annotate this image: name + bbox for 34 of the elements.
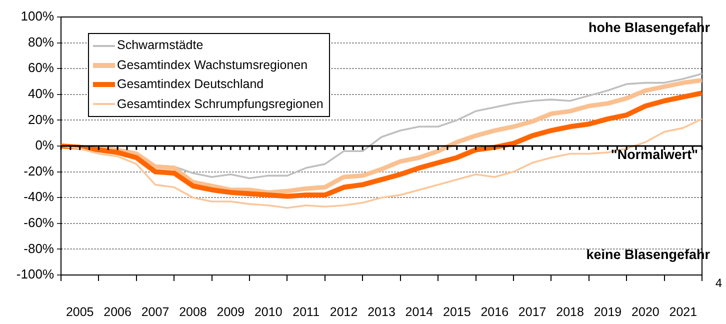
x-tick-label: 2005 xyxy=(66,304,94,319)
x-tick-label: 2019 xyxy=(594,304,622,319)
y-tick-label: 80% xyxy=(28,34,54,50)
x-tick-label: 2014 xyxy=(405,304,434,319)
legend-label: Schwarmstädte xyxy=(117,37,204,54)
y-tick-label: -40% xyxy=(24,189,54,204)
x-tick-label: 2012 xyxy=(330,304,358,319)
x-tick-label: 2018 xyxy=(556,304,584,319)
x-tick-label: 2015 xyxy=(443,304,471,319)
y-tick-label: -100% xyxy=(16,266,54,282)
x-tick-label: 2013 xyxy=(368,304,396,319)
y-tick-label: 0% xyxy=(35,138,54,153)
x-tick-label: 2007 xyxy=(141,304,170,319)
x-tick-label: 2017 xyxy=(518,304,546,319)
y-tick-label: -60% xyxy=(24,214,54,230)
x-tick-label: 2006 xyxy=(104,304,132,319)
x-tick-label: 2011 xyxy=(292,304,320,319)
x-tick-label: 2021 xyxy=(669,304,698,319)
legend-label: Gesamtindex Deutschland xyxy=(117,76,264,93)
y-tick-label: -80% xyxy=(24,240,54,256)
text: 4 xyxy=(715,276,722,290)
y-tick-label: 60% xyxy=(28,60,54,76)
x-tick-label: 2009 xyxy=(216,304,245,319)
y-tick-label: -20% xyxy=(24,163,54,178)
x-tick-label: 2020 xyxy=(632,304,660,319)
y-tick-label: 20% xyxy=(28,112,54,127)
legend-label: Gesamtindex Schrumpfungsregionen xyxy=(117,96,324,113)
x-tick-label: 2010 xyxy=(254,304,282,319)
x-tick-label: 2016 xyxy=(480,304,509,319)
y-tick-label: 100% xyxy=(20,8,54,24)
x-tick-label: 2008 xyxy=(179,304,207,319)
y-tick-label: 40% xyxy=(28,86,54,101)
legend-label: Gesamtindex Wachstumsregionen xyxy=(117,56,308,74)
annotation: "Normalwert" xyxy=(610,147,698,162)
